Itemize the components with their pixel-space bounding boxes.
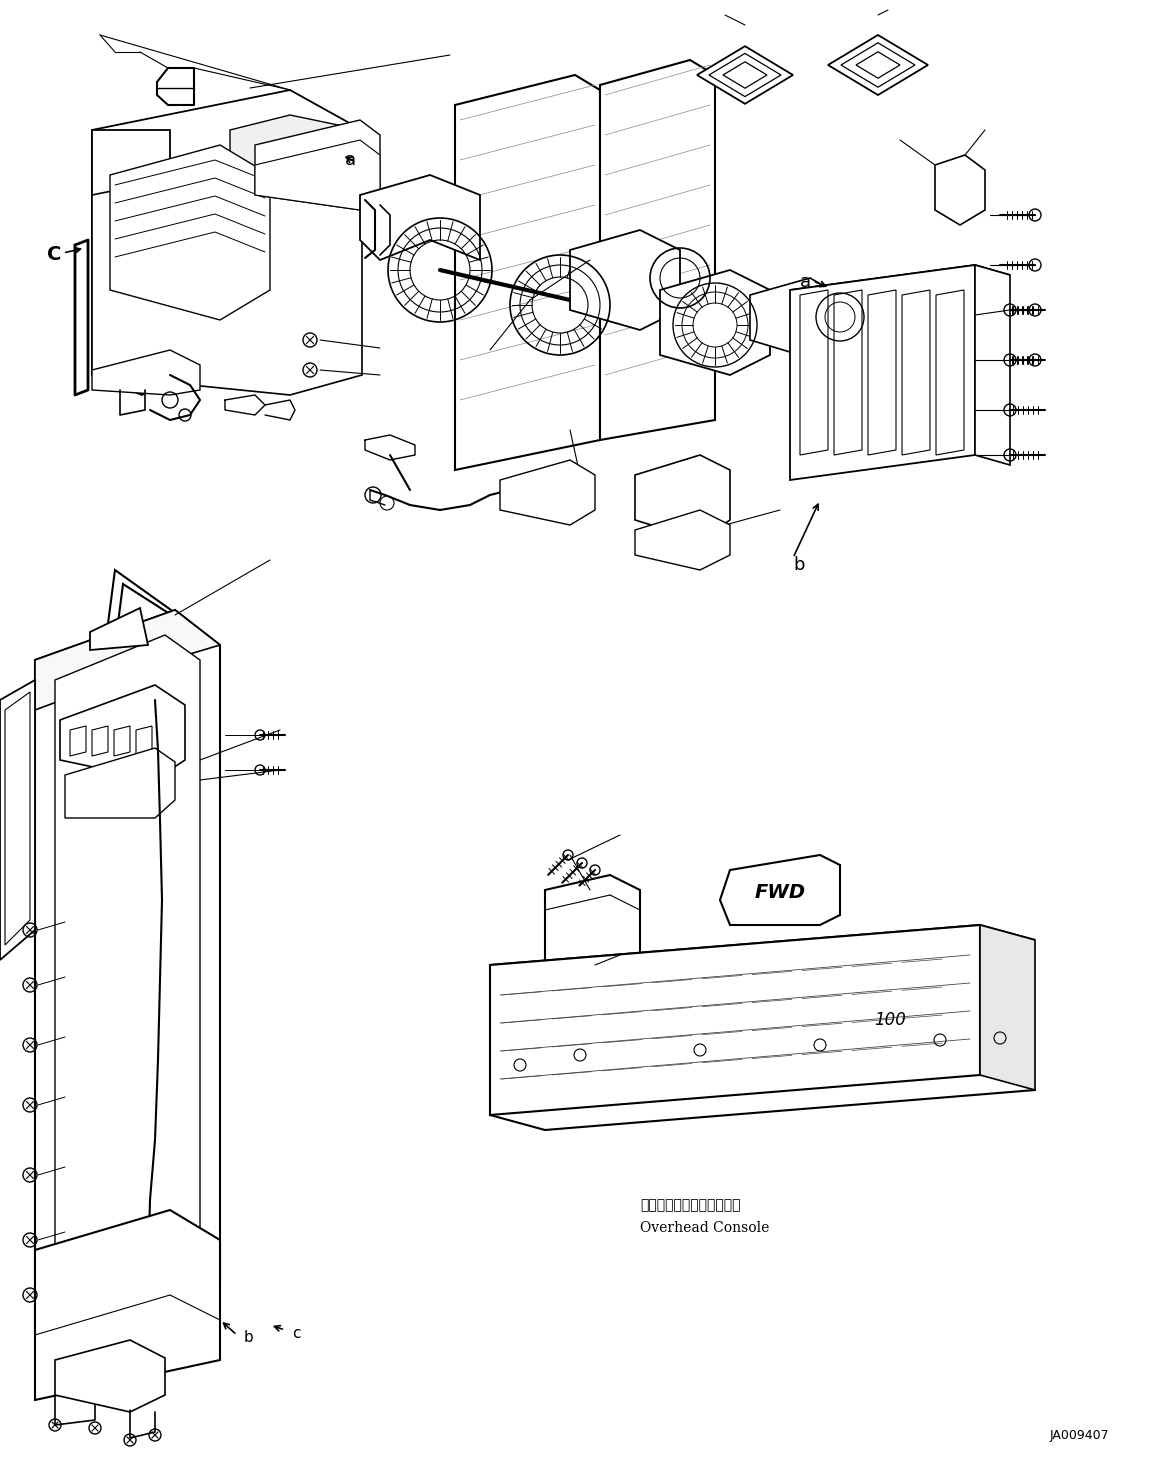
Polygon shape <box>697 47 793 103</box>
Polygon shape <box>60 685 185 779</box>
Polygon shape <box>92 350 200 395</box>
Text: Overhead Console: Overhead Console <box>640 1221 770 1236</box>
Polygon shape <box>92 154 362 395</box>
Polygon shape <box>55 1340 165 1412</box>
Polygon shape <box>35 610 219 1330</box>
Polygon shape <box>255 140 380 210</box>
Polygon shape <box>856 52 900 79</box>
Polygon shape <box>635 455 730 541</box>
Polygon shape <box>110 146 271 321</box>
Polygon shape <box>600 60 715 440</box>
Polygon shape <box>65 747 175 817</box>
Polygon shape <box>92 130 170 395</box>
Polygon shape <box>789 265 975 479</box>
Text: c: c <box>293 1326 301 1340</box>
Polygon shape <box>828 35 928 95</box>
Polygon shape <box>975 265 1010 465</box>
Polygon shape <box>750 278 841 358</box>
Polygon shape <box>92 90 362 195</box>
Text: b: b <box>244 1330 254 1345</box>
Text: a: a <box>800 272 812 291</box>
Text: C: C <box>46 245 62 265</box>
Polygon shape <box>0 680 35 960</box>
Polygon shape <box>455 74 600 471</box>
Polygon shape <box>55 635 200 1305</box>
Polygon shape <box>490 925 1034 981</box>
Text: b: b <box>793 557 805 574</box>
Polygon shape <box>720 855 841 925</box>
Polygon shape <box>360 175 479 259</box>
Polygon shape <box>789 265 1010 300</box>
Text: 100: 100 <box>874 1011 906 1029</box>
Polygon shape <box>709 54 781 96</box>
Polygon shape <box>570 230 680 329</box>
Text: オーバーヘッドコンソール: オーバーヘッドコンソール <box>640 1198 741 1212</box>
Text: FWD: FWD <box>755 883 806 902</box>
Polygon shape <box>723 61 767 89</box>
Polygon shape <box>255 119 380 210</box>
Polygon shape <box>91 608 147 650</box>
Polygon shape <box>659 270 770 374</box>
Polygon shape <box>635 510 730 570</box>
Polygon shape <box>500 460 594 525</box>
Polygon shape <box>230 115 362 195</box>
Polygon shape <box>35 610 219 710</box>
Text: a: a <box>345 152 356 169</box>
Polygon shape <box>841 42 915 87</box>
Text: JA009407: JA009407 <box>1050 1428 1110 1441</box>
Polygon shape <box>490 925 980 1115</box>
Polygon shape <box>545 876 640 975</box>
Polygon shape <box>980 925 1034 1090</box>
Polygon shape <box>935 154 985 224</box>
Polygon shape <box>35 1209 219 1400</box>
